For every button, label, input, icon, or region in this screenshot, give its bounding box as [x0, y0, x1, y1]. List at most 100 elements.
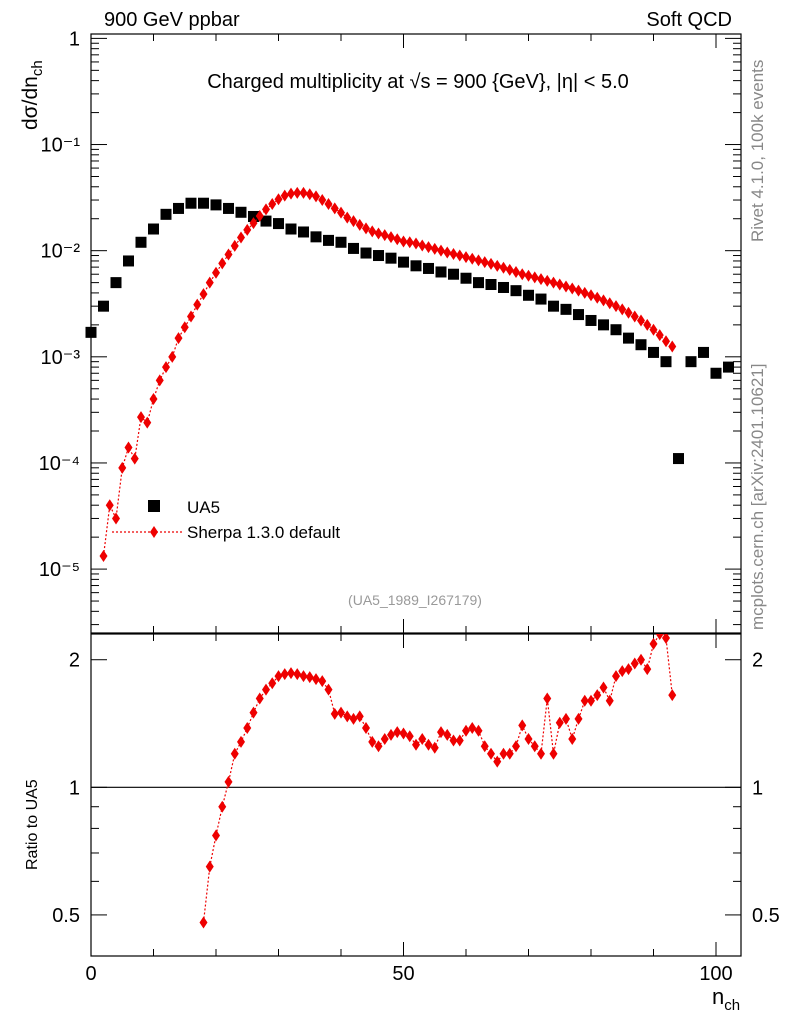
ua5-marker	[98, 300, 109, 312]
ratio-marker	[443, 728, 452, 741]
sherpa-marker	[505, 263, 514, 276]
ratio-marker	[487, 747, 495, 760]
ratio-marker	[499, 747, 508, 760]
sherpa-marker	[99, 549, 108, 562]
ua5-marker	[335, 236, 347, 248]
y-axis-label-main: dσ/dnch	[19, 60, 46, 130]
ratio-marker	[649, 637, 658, 650]
ratio-marker	[380, 733, 389, 746]
y-tick-label-main: 10⁻⁵	[39, 559, 80, 581]
sherpa-marker	[587, 289, 595, 302]
ratio-marker	[668, 689, 677, 702]
ratio-marker	[312, 673, 320, 686]
ua5-marker	[623, 332, 634, 344]
ua5-marker	[135, 236, 147, 248]
ratio-marker	[287, 667, 295, 680]
axes-layer: 0 50 100 1 10⁻¹ 10⁻² 10⁻³ 10⁻⁴ 10⁻⁵ 2 2 1 1 0.5 0.5	[39, 28, 780, 985]
y-axis-label-ratio: Ratio to UA5	[24, 779, 41, 870]
x-tick-label: 50	[392, 963, 414, 985]
sherpa-marker	[149, 393, 158, 406]
ua5-marker	[173, 202, 184, 214]
sherpa-marker	[287, 187, 295, 200]
ratio-marker	[268, 677, 277, 690]
sherpa-marker	[105, 499, 114, 512]
ua5-marker	[348, 242, 359, 254]
sherpa-marker	[562, 280, 570, 293]
ua5-marker	[398, 256, 409, 268]
ratio-marker	[205, 860, 214, 873]
y-tick-label-ratio: 2	[69, 650, 80, 672]
ratio-marker	[562, 712, 570, 725]
ratio-marker	[543, 692, 552, 705]
ratio-marker	[643, 663, 652, 676]
sherpa-marker	[418, 239, 427, 252]
ua5-marker	[698, 346, 709, 358]
ua5-marker	[535, 293, 547, 305]
sherpa-marker	[493, 259, 502, 272]
sherpa-marker	[455, 249, 464, 262]
ratio-marker	[549, 747, 558, 760]
sherpa-marker	[112, 512, 120, 525]
ratio-marker	[468, 722, 477, 735]
ratio-marker	[605, 694, 614, 707]
sherpa-marker	[668, 340, 677, 353]
y-tick-label-main: 10⁻³	[41, 347, 81, 369]
y-tick-label-main: 1	[69, 28, 80, 50]
ratio-marker	[630, 657, 639, 670]
sherpa-marker	[399, 235, 408, 248]
ua5-marker	[123, 255, 134, 267]
ua5-marker	[323, 234, 334, 246]
sherpa-marker	[130, 452, 139, 465]
sherpa-marker	[337, 206, 345, 219]
ratio-marker	[655, 634, 664, 640]
ratio-marker	[343, 710, 352, 723]
rivet-label: Rivet 4.1.0, 100k events	[748, 60, 767, 242]
ratio-marker	[293, 668, 302, 681]
ratio-marker	[243, 722, 252, 735]
sherpa-marker	[137, 411, 145, 424]
sherpa-marker	[655, 329, 664, 342]
ua5-marker	[560, 303, 572, 315]
y-tick-label-ratio: 1	[69, 777, 80, 799]
y-tick-label-ratio-right: 1	[752, 777, 763, 799]
ratio-marker	[349, 712, 358, 725]
ua5-marker	[410, 260, 422, 272]
sherpa-marker	[155, 374, 164, 387]
ratio-marker	[662, 634, 670, 645]
sherpa-marker	[530, 271, 539, 284]
sherpa-marker	[468, 252, 477, 265]
ua5-marker	[360, 247, 372, 259]
x-axis-label: nch	[712, 984, 740, 1014]
ratio-marker	[405, 730, 414, 743]
ua5-marker	[285, 223, 297, 235]
sherpa-marker	[662, 335, 670, 348]
sherpa-marker	[237, 231, 245, 244]
ratio-marker	[637, 653, 645, 666]
sherpa-marker	[224, 248, 233, 261]
sherpa-marker	[280, 189, 289, 202]
sherpa-marker	[512, 265, 520, 278]
ua5-marker	[160, 208, 172, 220]
ratio-marker	[337, 706, 345, 719]
ua5-marker	[148, 223, 159, 235]
ratio-marker	[218, 800, 227, 813]
ratio-marker	[212, 829, 220, 842]
ratio-marker	[568, 733, 577, 746]
sherpa-marker	[362, 222, 370, 235]
sherpa-marker	[249, 217, 258, 230]
sherpa-marker	[480, 256, 489, 269]
ratio-marker	[612, 670, 620, 683]
x-tick-label: 0	[85, 963, 96, 985]
ratio-marker	[580, 694, 589, 707]
ua5-marker	[660, 356, 672, 368]
ua5-marker	[635, 339, 647, 351]
sherpa-marker	[630, 310, 639, 323]
y-tick-label-ratio-right: 0.5	[752, 905, 780, 927]
sherpa-marker	[487, 257, 495, 270]
sherpa-marker	[330, 202, 339, 215]
sherpa-marker	[299, 186, 308, 199]
ratio-marker	[249, 706, 258, 719]
ua5-marker	[273, 218, 284, 230]
ratio-marker	[505, 747, 514, 760]
